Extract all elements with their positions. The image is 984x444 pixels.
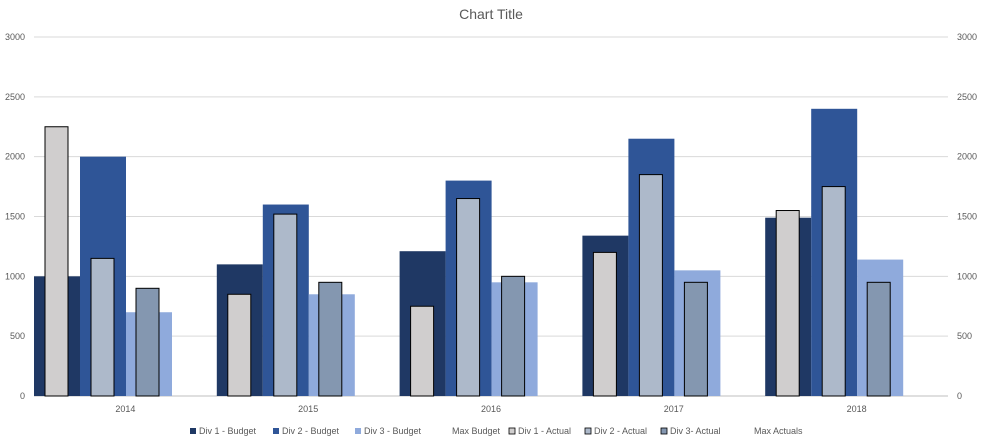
x-tick-label: 2014	[115, 404, 135, 414]
legend-swatch	[273, 428, 279, 434]
legend-swatch	[355, 428, 361, 434]
y-tick-label-right: 2500	[957, 92, 977, 102]
actual-bar	[821, 186, 846, 397]
actual-bar	[866, 281, 891, 397]
y-tick-label-left: 3000	[5, 32, 25, 42]
y-tick-label-right: 1500	[957, 212, 977, 222]
legend-item: Div 1 - Actual	[508, 426, 571, 436]
legend-item: Max Budget	[452, 426, 501, 436]
legend-swatch	[190, 428, 196, 434]
legend-label: Div 2 - Actual	[594, 426, 647, 436]
legend-swatch	[584, 427, 592, 435]
actual-bar	[44, 126, 69, 397]
x-axis: 2014 2015 2016 2017 2018	[115, 404, 866, 414]
actual-bar	[135, 287, 160, 397]
legend-label: Div 1 - Actual	[518, 426, 571, 436]
y-tick-label-right: 3000	[957, 32, 977, 42]
actual-bar	[318, 281, 343, 397]
x-tick-label: 2017	[664, 404, 684, 414]
y-tick-label-right: 0	[957, 391, 962, 401]
legend-item: Div 1 - Budget	[190, 426, 257, 436]
actual-bar	[683, 281, 708, 397]
legend-swatch	[660, 427, 668, 435]
actual-bar	[227, 293, 252, 397]
y-tick-label-left: 2500	[5, 92, 25, 102]
legend-item: Div 3 - Budget	[355, 426, 422, 436]
y-tick-label-right: 500	[957, 331, 972, 341]
legend-item: Div 2 - Actual	[584, 426, 647, 436]
legend: Div 1 - Budget Div 2 - Budget Div 3 - Budg…	[190, 426, 803, 436]
actual-bar	[273, 213, 298, 397]
y-tick-label-left: 2000	[5, 152, 25, 162]
actual-bar	[410, 305, 435, 397]
y-axis-left: 0 500 1000 1500 2000 2500 3000	[5, 32, 25, 401]
x-tick-label: 2018	[847, 404, 867, 414]
legend-item: Div 3- Actual	[660, 426, 721, 436]
x-tick-label: 2016	[481, 404, 501, 414]
actual-bar	[775, 210, 800, 397]
actual-bar	[456, 198, 481, 397]
y-tick-label-left: 500	[10, 331, 25, 341]
legend-label: Div 1 - Budget	[199, 426, 257, 436]
legend-item: Max Actuals	[754, 426, 803, 436]
legend-label: Max Actuals	[754, 426, 803, 436]
chart-title: Chart Title	[459, 6, 523, 22]
actual-bar	[638, 174, 663, 397]
x-tick-label: 2015	[298, 404, 318, 414]
y-tick-label-left: 1500	[5, 212, 25, 222]
y-tick-label-right: 1000	[957, 271, 977, 281]
y-axis-right: 0 500 1000 1500 2000 2500 3000	[957, 32, 977, 401]
y-tick-label-left: 1000	[5, 271, 25, 281]
legend-swatch	[508, 427, 516, 435]
actual-bar	[501, 275, 526, 397]
legend-label: Div 3 - Budget	[364, 426, 422, 436]
legend-label: Max Budget	[452, 426, 501, 436]
y-tick-label-right: 2000	[957, 152, 977, 162]
legend-label: Div 2 - Budget	[282, 426, 340, 436]
actual-bar	[592, 251, 617, 397]
y-tick-label-left: 0	[20, 391, 25, 401]
actual-bar	[90, 257, 115, 397]
legend-label: Div 3- Actual	[670, 426, 721, 436]
legend-item: Div 2 - Budget	[273, 426, 340, 436]
bars	[34, 108, 904, 397]
